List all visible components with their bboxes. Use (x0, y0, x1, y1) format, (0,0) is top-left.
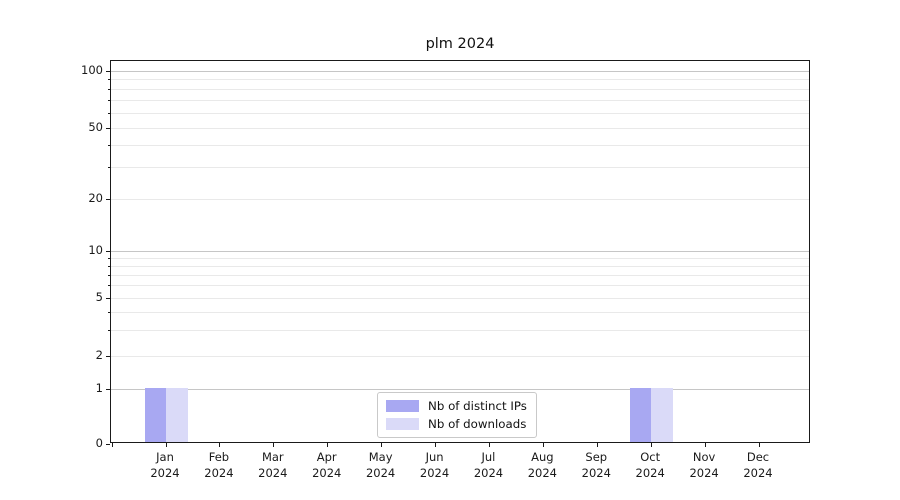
bar-downloads (166, 388, 188, 442)
bar-distinct-ips (629, 388, 652, 442)
x-tick-mark (165, 443, 167, 447)
y-tick-mark (106, 443, 110, 445)
x-tick-label: Mar 2024 (258, 450, 288, 480)
y-tick-label: 20 (88, 191, 103, 205)
x-tick-label: Apr 2024 (312, 450, 342, 480)
y-tick-mark (106, 388, 110, 390)
y-minor-tick-mark (108, 144, 110, 146)
gridline-minor (111, 112, 809, 114)
x-tick-label: Aug 2024 (527, 450, 557, 480)
legend-swatch-distinct-ips (386, 400, 419, 412)
x-tick-mark (596, 443, 598, 447)
y-minor-tick-mark (108, 274, 110, 276)
y-minor-tick-mark (108, 167, 110, 169)
gridline-major (111, 250, 809, 252)
gridline-minor (111, 355, 809, 357)
bar-distinct-ips (144, 388, 166, 442)
plot-area: Nb of distinct IPs Nb of downloads (106, 60, 810, 447)
y-tick-mark (106, 250, 110, 252)
gridline-minor (111, 167, 809, 169)
gridline-major (111, 70, 809, 72)
y-tick-label: 5 (95, 290, 103, 304)
gridline-major (111, 388, 809, 390)
legend-item-distinct-ips: Nb of distinct IPs (386, 399, 527, 413)
x-tick-label: Nov 2024 (689, 450, 719, 480)
gridline-minor (111, 257, 809, 259)
x-tick-label: Jun 2024 (419, 450, 450, 480)
y-minor-tick-mark (108, 265, 110, 267)
x-tick-label: Jul 2024 (473, 450, 504, 480)
gridline-minor (111, 88, 809, 90)
y-minor-tick-mark (108, 257, 110, 259)
y-minor-tick-mark (108, 112, 110, 114)
bar-downloads (651, 388, 673, 442)
x-tick-label: Jan 2024 (150, 450, 180, 480)
x-tick-mark (435, 443, 437, 447)
x-tick-mark (273, 443, 275, 447)
gridline-minor (111, 329, 809, 331)
x-tick-mark (327, 443, 329, 447)
gridline-minor (111, 144, 809, 146)
y-tick-mark (106, 297, 110, 299)
x-tick-mark (381, 443, 383, 447)
y-minor-tick-mark (108, 88, 110, 90)
x-tick-mark (488, 443, 490, 447)
y-minor-tick-mark (108, 99, 110, 101)
y-minor-tick-mark (108, 79, 110, 81)
x-tick-label: Oct 2024 (635, 450, 665, 480)
gridline-minor (111, 265, 809, 267)
legend-label-distinct-ips: Nb of distinct IPs (428, 399, 527, 413)
y-tick-mark (106, 127, 110, 129)
gridline-minor (111, 297, 809, 299)
y-minor-tick-mark (108, 329, 110, 331)
x-tick-mark (542, 443, 544, 447)
x-tick-mark (704, 443, 706, 447)
y-tick-label: 1 (95, 381, 103, 395)
y-tick-label: 100 (81, 63, 103, 77)
legend-label-downloads: Nb of downloads (428, 417, 527, 431)
gridline-minor (111, 285, 809, 287)
gridline-minor (111, 311, 809, 313)
y-tick-mark (106, 355, 110, 357)
y-tick-label: 50 (88, 120, 103, 134)
x-tick-mark-edge (111, 443, 113, 447)
gridline-minor (111, 99, 809, 101)
legend-item-downloads: Nb of downloads (386, 417, 527, 431)
legend-swatch-downloads (386, 418, 419, 430)
x-tick-mark (650, 443, 652, 447)
legend: Nb of distinct IPs Nb of downloads (377, 392, 537, 438)
x-tick-label: Sep 2024 (581, 450, 611, 480)
x-tick-label: Dec 2024 (743, 450, 773, 480)
chart-title: plm 2024 (425, 36, 495, 52)
y-tick-label: 10 (88, 243, 103, 257)
x-tick-label: May 2024 (365, 450, 396, 480)
gridline-minor (111, 274, 809, 276)
y-minor-tick-mark (108, 311, 110, 313)
y-tick-mark (106, 198, 110, 200)
gridline-minor (111, 198, 809, 200)
y-tick-label: 2 (95, 348, 103, 362)
y-tick-mark (106, 70, 110, 72)
y-minor-tick-mark (108, 285, 110, 287)
gridline-minor (111, 79, 809, 81)
x-tick-mark (219, 443, 221, 447)
gridline-minor (111, 127, 809, 129)
y-tick-label: 0 (95, 436, 103, 450)
x-tick-label: Feb 2024 (204, 450, 234, 480)
x-tick-mark (758, 443, 760, 447)
